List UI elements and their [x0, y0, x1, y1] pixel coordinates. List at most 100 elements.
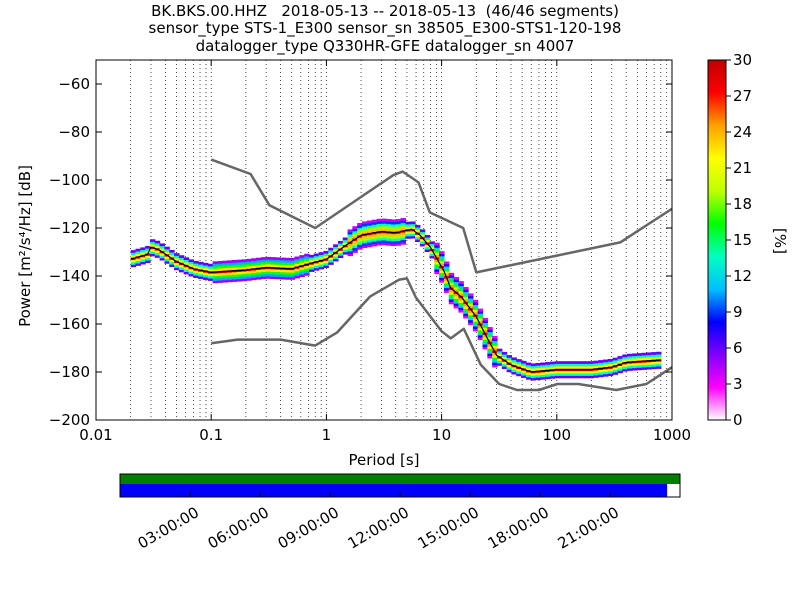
- heatmap-cell: [135, 258, 141, 262]
- availability-segment-green: [120, 474, 680, 484]
- heatmap-cell: [656, 356, 662, 360]
- heatmap-cell: [588, 363, 594, 367]
- heatmap-cell: [496, 360, 503, 364]
- heatmap-cell: [617, 370, 623, 374]
- heatmap-cell: [390, 226, 397, 230]
- heatmap-cell: [603, 373, 609, 377]
- heatmap-cell: [183, 259, 190, 263]
- heatmap-cell: [400, 220, 406, 224]
- heatmap-cell: [400, 234, 406, 238]
- heatmap-cell: [443, 283, 450, 286]
- heatmap-cell: [265, 271, 272, 274]
- heatmap-cell: [501, 363, 508, 367]
- heatmap-cell: [569, 375, 575, 379]
- heatmap-cell: [448, 296, 455, 300]
- heatmap-cell: [564, 373, 570, 376]
- heatmap-cell: [289, 274, 296, 278]
- heatmap-cell: [487, 336, 493, 340]
- heatmap-cell: [511, 357, 517, 361]
- heatmap-cell: [405, 224, 411, 227]
- heatmap-cell: [487, 343, 493, 347]
- heatmap-cell: [217, 268, 223, 271]
- heatmap-cell: [482, 337, 488, 340]
- heatmap-cell: [145, 257, 151, 261]
- heatmap-cell: [333, 246, 339, 250]
- heatmap-cell: [386, 221, 392, 225]
- heatmap-cell: [304, 256, 310, 259]
- heatmap-cell: [439, 267, 445, 271]
- heatmap-cell: [251, 265, 257, 269]
- heatmap-cell: [241, 266, 247, 270]
- heatmap-cell: [617, 365, 623, 369]
- heatmap-cell: [530, 365, 537, 369]
- heatmap-cell: [443, 263, 450, 267]
- heatmap-cell: [439, 270, 445, 274]
- heatmap-cell: [376, 223, 382, 227]
- heatmap-cell: [188, 259, 194, 263]
- heatmap-cell: [255, 260, 262, 263]
- heatmap-cell: [231, 264, 238, 268]
- heatmap-cell: [472, 328, 479, 332]
- heatmap-cell: [487, 329, 493, 333]
- heatmap-cell: [443, 285, 450, 289]
- heatmap-cell: [198, 264, 204, 267]
- heatmap-cell: [636, 357, 643, 361]
- heatmap-cell: [646, 357, 652, 360]
- heatmap-cell: [574, 363, 580, 367]
- plot-title-line-3: datalogger_type Q330HR-GFE datalogger_sn…: [195, 37, 575, 55]
- heatmap-cell: [400, 217, 406, 221]
- heatmap-cell: [241, 261, 247, 265]
- heatmap-cell: [424, 237, 431, 241]
- heatmap-cell: [251, 263, 257, 266]
- heatmap-cell: [169, 254, 175, 258]
- heatmap-cell: [328, 252, 334, 256]
- heatmap-cell: [275, 271, 281, 275]
- heatmap-cell: [400, 239, 406, 243]
- heatmap-cell: [386, 218, 392, 222]
- heatmap-cell: [482, 346, 488, 350]
- colorbar-label: [%]: [771, 228, 789, 254]
- heatmap-cell: [260, 276, 267, 280]
- heatmap-cell: [593, 370, 599, 373]
- heatmap-cell: [496, 348, 503, 352]
- heatmap-cell: [583, 363, 590, 367]
- heatmap-cell: [448, 284, 455, 288]
- x-tick-label: 0.1: [199, 426, 223, 444]
- heatmap-cell: [458, 293, 464, 296]
- heatmap-cell: [193, 265, 199, 269]
- heatmap-cell: [506, 355, 513, 358]
- heatmap-cell: [415, 227, 421, 231]
- heatmap-cell: [424, 239, 431, 243]
- heatmap-cell: [280, 259, 286, 263]
- heatmap-cell: [458, 309, 464, 313]
- heatmap-cell: [381, 220, 387, 224]
- heatmap-cell: [559, 370, 566, 374]
- heatmap-cell: [410, 231, 416, 234]
- heatmap-cell: [366, 227, 373, 231]
- heatmap-cell: [289, 257, 296, 261]
- heatmap-cell: [381, 225, 387, 229]
- heatmap-cell: [583, 370, 590, 374]
- heatmap-cell: [559, 366, 566, 369]
- heatmap-cell: [424, 246, 431, 250]
- colorbar-tick-label: 15: [733, 231, 752, 249]
- heatmap-cell: [159, 245, 166, 249]
- heatmap-cell: [453, 296, 460, 299]
- heatmap-cell: [299, 257, 305, 261]
- heatmap-cell: [574, 366, 580, 369]
- heatmap-cell: [280, 262, 286, 266]
- heatmap-cell: [400, 227, 406, 231]
- heatmap-cell: [280, 271, 286, 275]
- heatmap-cell: [439, 260, 445, 264]
- heatmap-cell: [164, 256, 170, 259]
- heatmap-cell: [448, 289, 455, 293]
- heatmap-cell: [463, 287, 469, 290]
- heatmap-cell: [381, 218, 387, 222]
- heatmap-cell: [357, 232, 363, 236]
- heatmap-cell: [304, 258, 310, 262]
- heatmap-cell: [511, 367, 517, 370]
- heatmap-cell: [231, 274, 238, 278]
- heatmap-cell: [434, 259, 440, 263]
- heatmap-cell: [468, 293, 474, 297]
